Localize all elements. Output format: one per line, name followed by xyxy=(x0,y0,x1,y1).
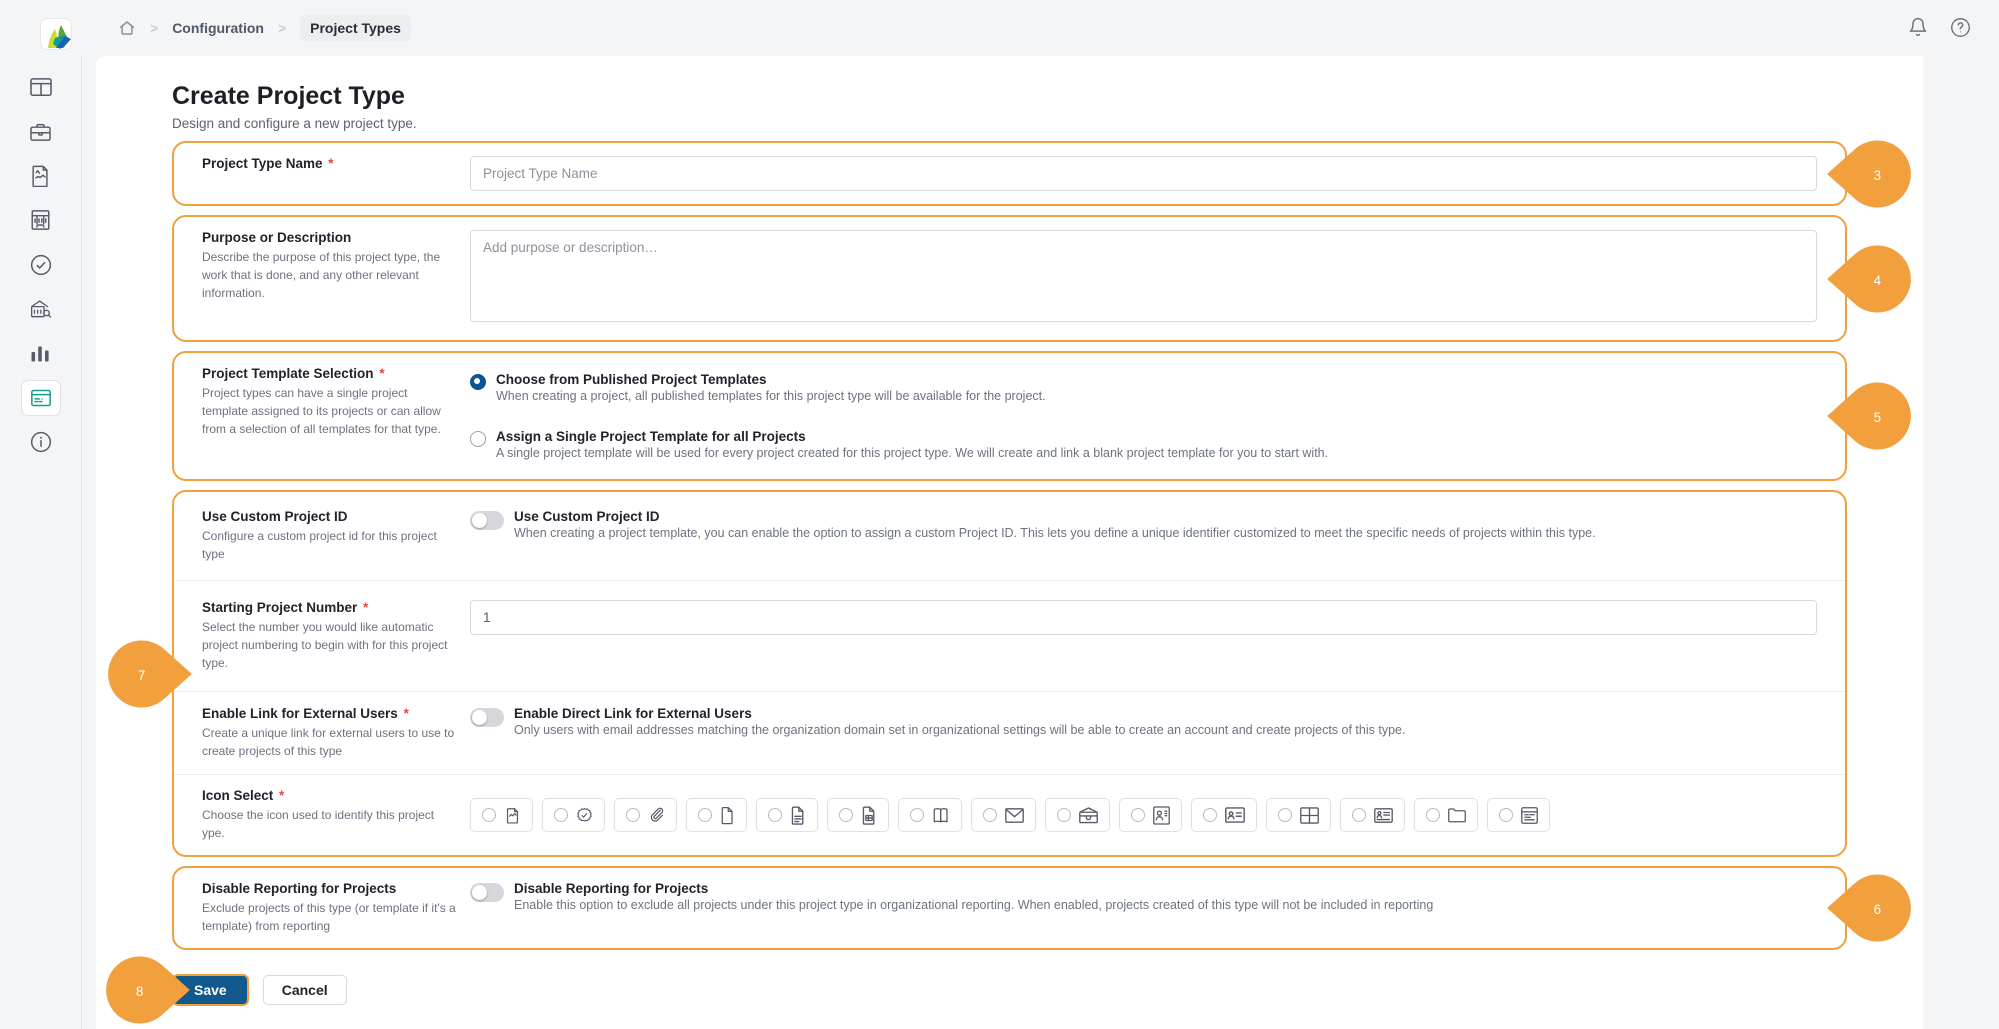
svg-text:7: 7 xyxy=(138,667,145,682)
svg-text:8: 8 xyxy=(136,984,143,999)
svg-text:5: 5 xyxy=(1874,410,1881,425)
svg-text:3: 3 xyxy=(1874,167,1881,182)
svg-text:4: 4 xyxy=(1874,272,1882,287)
svg-text:6: 6 xyxy=(1874,902,1881,917)
